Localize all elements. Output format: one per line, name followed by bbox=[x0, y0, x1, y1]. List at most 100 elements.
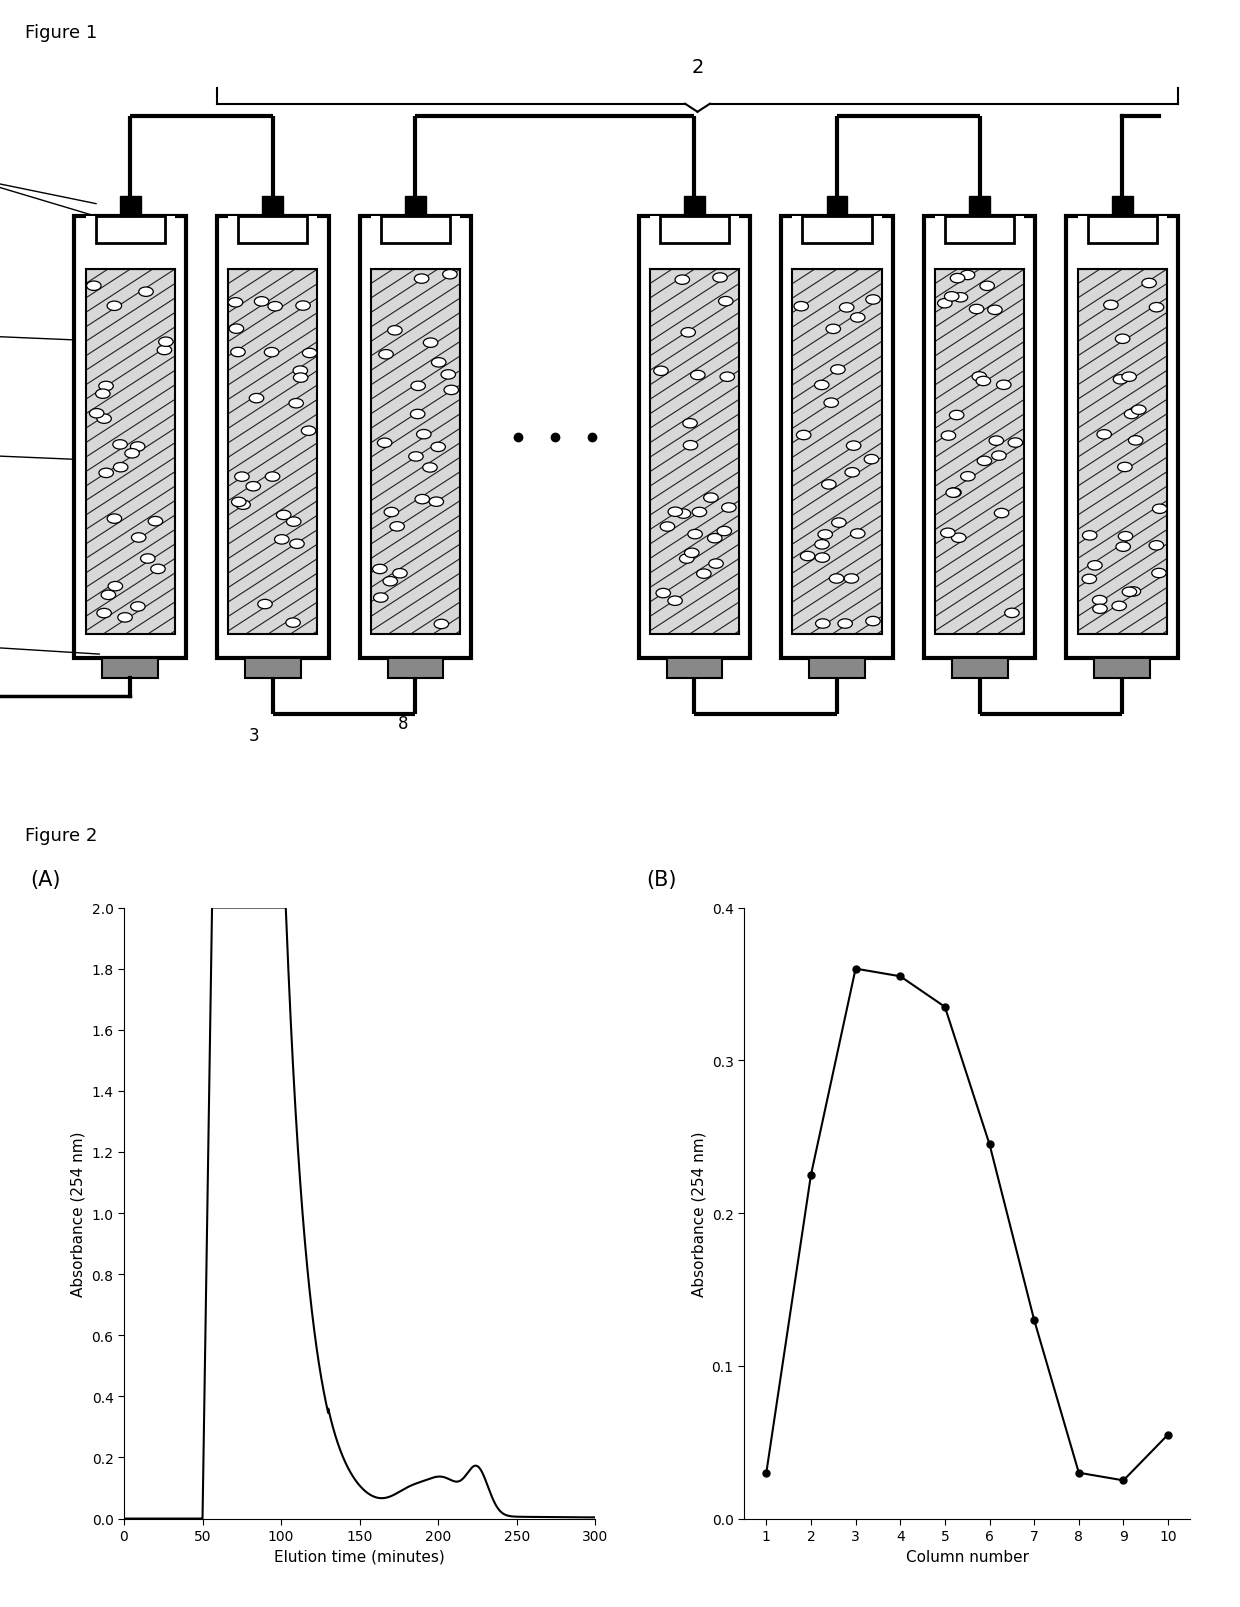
Bar bbox=[945, 217, 1014, 243]
Circle shape bbox=[294, 374, 308, 382]
Circle shape bbox=[97, 609, 112, 619]
Circle shape bbox=[268, 302, 283, 312]
Circle shape bbox=[683, 419, 697, 429]
Text: (B): (B) bbox=[646, 869, 676, 890]
Circle shape bbox=[851, 529, 866, 538]
Circle shape bbox=[254, 297, 269, 307]
Circle shape bbox=[148, 517, 162, 527]
Bar bbox=[238, 217, 308, 243]
Circle shape bbox=[709, 559, 723, 569]
Circle shape bbox=[99, 469, 113, 479]
Bar bbox=[263, 198, 283, 217]
Text: 5: 5 bbox=[0, 167, 97, 204]
Circle shape bbox=[410, 382, 425, 391]
Circle shape bbox=[720, 373, 734, 382]
Circle shape bbox=[972, 373, 987, 382]
Circle shape bbox=[389, 522, 404, 532]
Circle shape bbox=[675, 276, 689, 284]
Bar bbox=[650, 217, 739, 270]
Circle shape bbox=[159, 337, 174, 347]
Circle shape bbox=[1104, 301, 1118, 310]
Bar bbox=[387, 659, 444, 678]
Circle shape bbox=[107, 302, 122, 312]
Y-axis label: Absorbance (254 nm): Absorbance (254 nm) bbox=[71, 1131, 86, 1295]
Circle shape bbox=[832, 519, 846, 529]
Circle shape bbox=[1115, 334, 1130, 344]
Circle shape bbox=[866, 617, 880, 627]
Circle shape bbox=[1149, 542, 1163, 551]
Circle shape bbox=[108, 582, 123, 591]
Circle shape bbox=[303, 349, 317, 358]
Circle shape bbox=[246, 482, 260, 492]
Circle shape bbox=[131, 534, 146, 543]
Circle shape bbox=[249, 394, 264, 403]
Circle shape bbox=[970, 305, 983, 315]
Circle shape bbox=[415, 495, 429, 505]
Text: 4: 4 bbox=[0, 636, 99, 654]
Bar bbox=[802, 217, 872, 243]
Bar bbox=[792, 217, 882, 270]
Circle shape bbox=[130, 442, 145, 452]
Bar bbox=[371, 217, 460, 270]
Circle shape bbox=[866, 296, 880, 305]
Bar bbox=[120, 198, 140, 217]
Circle shape bbox=[258, 599, 273, 609]
Circle shape bbox=[997, 381, 1011, 391]
Circle shape bbox=[960, 272, 975, 281]
Circle shape bbox=[301, 427, 316, 435]
Text: Figure 2: Figure 2 bbox=[25, 826, 97, 845]
Circle shape bbox=[815, 381, 830, 391]
Bar bbox=[684, 198, 704, 217]
Circle shape bbox=[441, 371, 455, 379]
Bar bbox=[924, 217, 1035, 659]
Bar bbox=[935, 217, 1024, 270]
Text: 1: 1 bbox=[0, 326, 72, 344]
Bar bbox=[792, 270, 882, 635]
Circle shape bbox=[107, 514, 122, 524]
Bar bbox=[827, 198, 847, 217]
Circle shape bbox=[1126, 588, 1141, 596]
Circle shape bbox=[1114, 376, 1127, 384]
Circle shape bbox=[373, 593, 388, 603]
Circle shape bbox=[847, 442, 861, 452]
X-axis label: Column number: Column number bbox=[905, 1549, 1029, 1564]
Circle shape bbox=[668, 508, 682, 517]
Circle shape bbox=[1116, 543, 1131, 553]
Circle shape bbox=[796, 431, 811, 440]
Circle shape bbox=[228, 299, 243, 309]
Circle shape bbox=[1125, 410, 1138, 419]
Bar bbox=[639, 217, 750, 659]
Bar bbox=[86, 217, 175, 270]
Circle shape bbox=[232, 498, 246, 508]
Circle shape bbox=[102, 591, 115, 599]
Circle shape bbox=[264, 349, 279, 358]
Circle shape bbox=[718, 297, 733, 307]
Bar bbox=[86, 270, 175, 635]
Text: 8: 8 bbox=[398, 715, 408, 733]
Circle shape bbox=[988, 305, 1002, 315]
Bar bbox=[381, 217, 450, 243]
Circle shape bbox=[994, 509, 1009, 519]
Bar bbox=[246, 659, 300, 678]
Bar bbox=[228, 217, 317, 270]
Circle shape bbox=[815, 553, 830, 562]
Circle shape bbox=[656, 590, 671, 598]
Circle shape bbox=[653, 366, 668, 376]
Circle shape bbox=[947, 489, 961, 498]
Circle shape bbox=[234, 472, 249, 482]
Bar bbox=[1078, 217, 1167, 270]
Bar bbox=[970, 198, 990, 217]
Circle shape bbox=[683, 442, 698, 450]
Circle shape bbox=[951, 534, 966, 543]
Bar bbox=[371, 270, 460, 635]
X-axis label: Elution time (minutes): Elution time (minutes) bbox=[274, 1549, 445, 1564]
Circle shape bbox=[692, 508, 707, 517]
Circle shape bbox=[290, 540, 304, 550]
Circle shape bbox=[823, 399, 838, 408]
Circle shape bbox=[113, 463, 128, 472]
Circle shape bbox=[151, 564, 165, 574]
Circle shape bbox=[992, 452, 1006, 461]
Circle shape bbox=[286, 517, 301, 527]
Circle shape bbox=[1008, 439, 1023, 448]
Circle shape bbox=[372, 566, 387, 574]
